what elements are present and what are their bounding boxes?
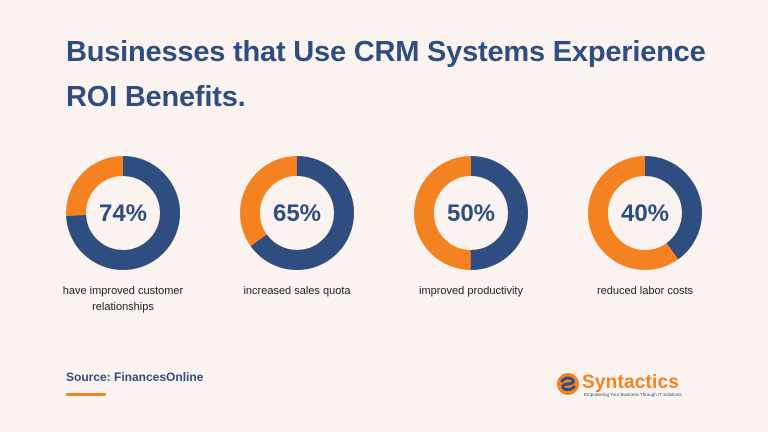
logo-mark-icon (557, 373, 579, 395)
source-citation: Source: FinancesOnline (66, 370, 204, 384)
donut-value-arc (588, 156, 702, 270)
stat-labor-costs: 40% reduced labor costs (560, 155, 730, 299)
syntactics-logo: Syntactics Empowering Your Business Thro… (556, 372, 706, 400)
donut-value-arc (240, 156, 354, 270)
source-underline (66, 393, 106, 396)
donut-chart: 65% (240, 156, 354, 270)
stat-productivity: 50% improved productivity (386, 155, 556, 299)
percentage-label: 40% (621, 200, 669, 227)
logo-tagline: Empowering Your Business Through IT Solu… (584, 392, 682, 397)
percentage-label: 65% (273, 200, 321, 227)
percentage-label: 50% (447, 200, 495, 227)
page-title: Businesses that Use CRM Systems Experien… (66, 36, 706, 113)
donut-chart: 40% (588, 156, 702, 270)
stat-customer-relationships: 74% have improved customer relationships (38, 155, 208, 315)
donut-value-arc (66, 156, 180, 270)
stat-sales-quota: 65% increased sales quota (212, 155, 382, 299)
donut-chart: 74% (66, 156, 180, 270)
stat-caption: reduced labor costs (597, 285, 693, 297)
donut-chart: 50% (414, 156, 528, 270)
stat-caption: have improved customer relationships (62, 285, 184, 313)
donut-value-arc (414, 156, 528, 270)
stat-caption: increased sales quota (243, 285, 351, 297)
percentage-label: 74% (99, 200, 147, 227)
stat-caption: improved productivity (419, 285, 523, 297)
logo-name: Syntactics (582, 372, 680, 393)
